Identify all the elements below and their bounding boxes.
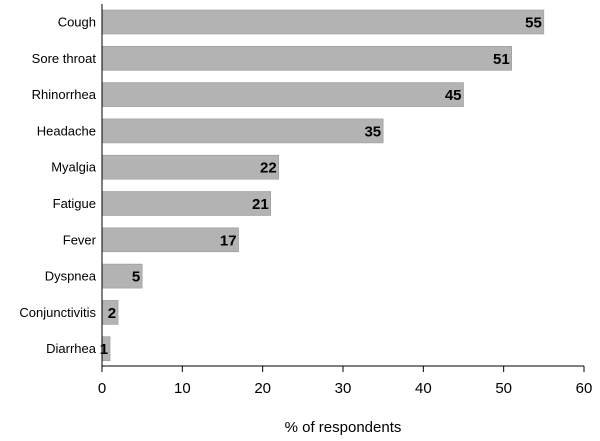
bar-cough (101, 9, 545, 35)
x-tick-label: 60 (576, 380, 593, 397)
category-label: Cough (58, 15, 96, 30)
data-label: 22 (260, 160, 277, 177)
x-axis-title: % of respondents (285, 419, 402, 436)
category-label: Sore throat (32, 51, 97, 66)
bar-fever (101, 227, 239, 253)
bar-fatigue (101, 191, 271, 216)
data-label: 45 (445, 87, 462, 104)
data-label: 2 (108, 305, 116, 322)
bar-sore-throat (101, 45, 513, 71)
x-axis-ticks: 0 10 20 30 40 50 60 (98, 366, 593, 397)
category-labels: Cough Sore throat Rhinorrhea Headache Myalgi… (19, 15, 96, 357)
data-label: 55 (525, 15, 542, 32)
data-label: 51 (493, 51, 510, 68)
data-label: 21 (252, 196, 269, 213)
bar-myalgia (101, 154, 280, 180)
category-label: Dyspnea (45, 269, 97, 284)
category-label: Fever (63, 232, 97, 247)
x-tick-label: 10 (174, 380, 191, 397)
bars-layer (101, 9, 545, 362)
bar-dyspnea (101, 263, 143, 289)
x-tick-label: 0 (98, 380, 106, 397)
x-tick-label: 30 (335, 380, 352, 397)
data-label: 17 (220, 232, 237, 249)
bar-headache (101, 118, 384, 144)
category-label: Conjunctivitis (19, 305, 96, 320)
category-label: Myalgia (51, 160, 97, 175)
x-tick-label: 20 (254, 380, 271, 397)
data-label: 35 (364, 123, 381, 140)
bar-rhinorrhea (101, 82, 464, 107)
category-label: Headache (37, 123, 96, 138)
data-label: 5 (132, 269, 140, 286)
x-tick-label: 50 (495, 380, 512, 397)
category-label: Diarrhea (46, 341, 97, 356)
data-label: 1 (100, 341, 108, 358)
category-label: Rhinorrhea (32, 87, 97, 102)
x-tick-label: 40 (415, 380, 432, 397)
category-label: Fatigue (53, 196, 96, 211)
